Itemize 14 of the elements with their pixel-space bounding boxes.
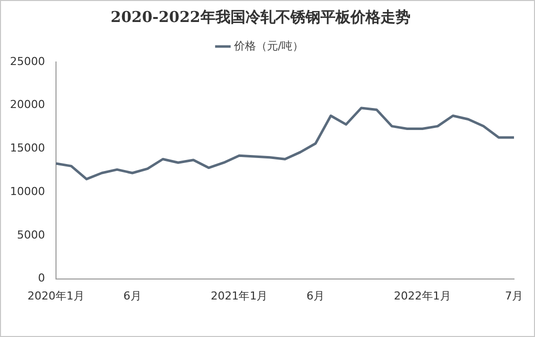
y-tick-label: 25000 [10, 54, 45, 68]
y-tick-label: 5000 [16, 228, 45, 242]
y-tick-label: 0 [38, 272, 45, 285]
x-tick-label: 6月 [123, 289, 142, 302]
x-tick-label: 2021年1月 [210, 289, 268, 302]
legend-label: 价格（元/吨） [232, 39, 304, 52]
x-tick-label: 7月 [505, 289, 523, 302]
y-tick-label: 15000 [10, 142, 45, 155]
x-tick-label: 2022年1月 [394, 289, 451, 302]
y-tick-label: 10000 [10, 184, 45, 198]
y-tick-label: 20000 [10, 98, 45, 112]
chart-title: 2020-2022年我国冷轧不锈钢平板价格走势 [110, 8, 410, 26]
x-tick-label: 6月 [306, 289, 325, 302]
x-tick-label: 2020年1月 [27, 289, 84, 302]
